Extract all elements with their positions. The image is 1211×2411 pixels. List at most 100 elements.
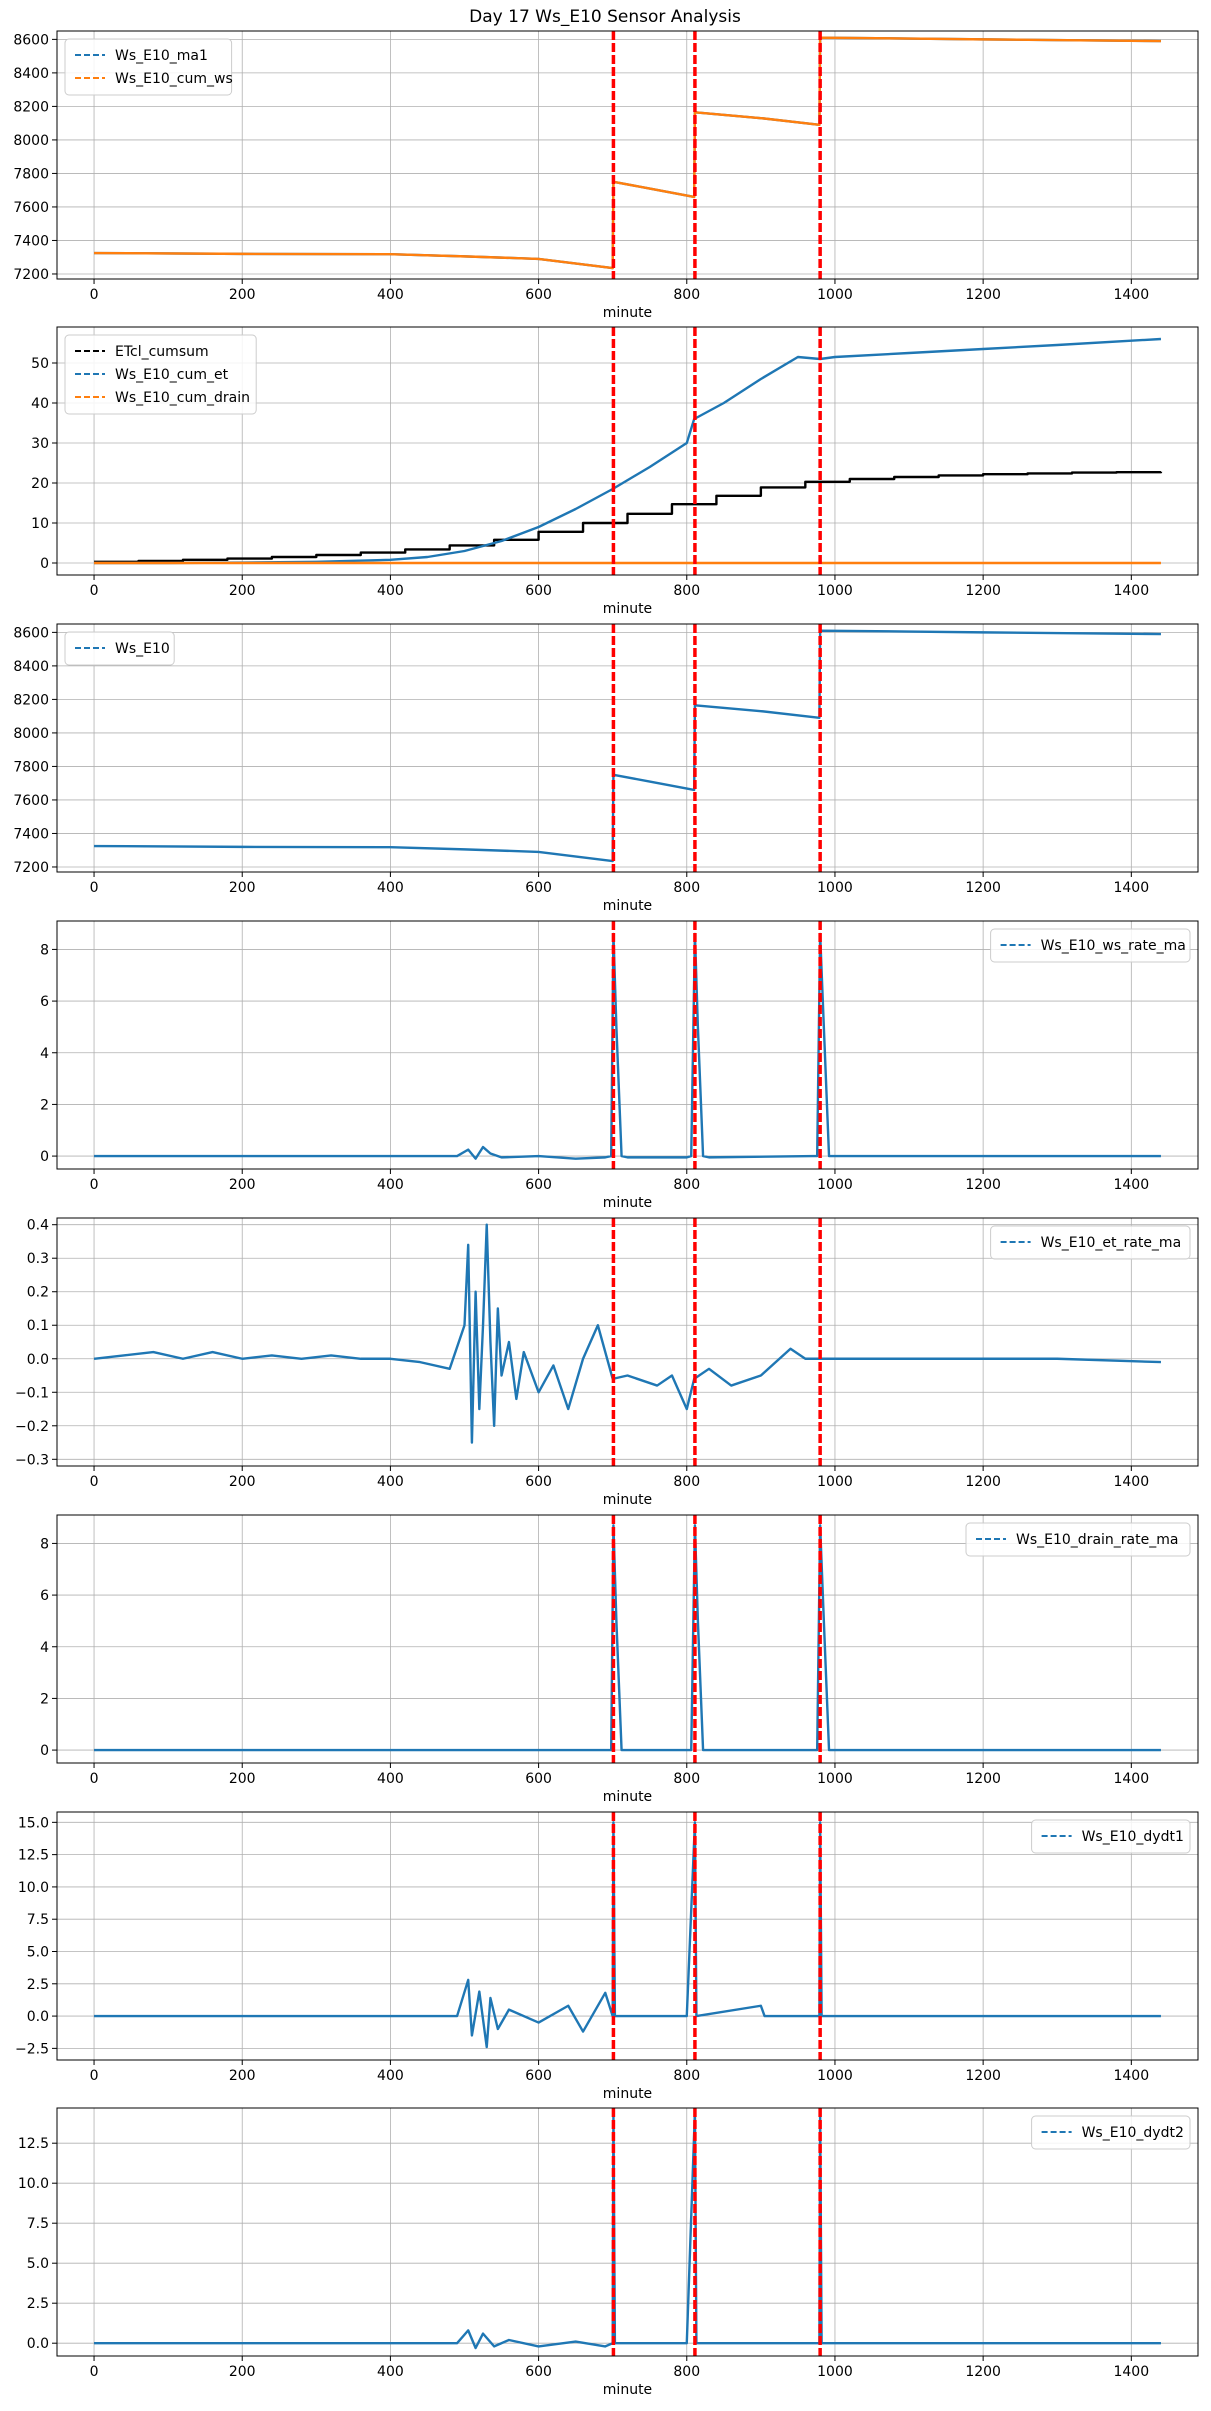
legend: Ws_E10_ma1 Ws_E10_cum_ws [64, 38, 233, 96]
x-tick-label: 600 [525, 880, 552, 896]
y-tick-label: 0.1 [27, 1318, 49, 1334]
subplot-1: 0 200 400 600 800 1000 1200 1400 7200 7400 7600 780… [13, 30, 1199, 321]
y-tick-label: 7.5 [27, 2216, 49, 2232]
y-tick-label: 8400 [13, 66, 49, 82]
x-tick-label: 1200 [965, 880, 1001, 896]
subplot-7: 0 200 400 600 800 1000 1200 1400 −2.5 0.0 2.5 5.0 7.… [15, 1811, 1199, 2102]
x-tick-label: 800 [673, 880, 700, 896]
x-tick-label: 200 [229, 880, 256, 896]
y-tick-label: 0.4 [27, 1218, 49, 1234]
y-tick-label: 8000 [13, 726, 49, 742]
x-axis-label: minute [603, 601, 652, 617]
y-tick-label: 0.0 [27, 1352, 49, 1368]
x-tick-label: 200 [229, 1474, 256, 1490]
x-axis-label: minute [603, 2382, 652, 2398]
y-tick-label: 7200 [13, 860, 49, 876]
series-Ws_E10_cum_et [94, 337, 1162, 565]
series-Ws_E10 [94, 629, 1161, 863]
x-tick-label: 800 [673, 583, 700, 599]
x-tick-label: 1000 [817, 287, 853, 303]
subplot-4: 0 200 400 600 800 1000 1200 1400 0 2 4 6 8 minute Ws_E… [40, 920, 1199, 1211]
x-tick-label: 400 [377, 1177, 404, 1193]
subplot-6: 0 200 400 600 800 1000 1200 1400 0 2 4 6 8 minute Ws_E… [40, 1514, 1199, 1805]
y-tick-label: 5.0 [27, 2256, 49, 2272]
x-axis-label: minute [603, 305, 652, 321]
x-tick-label: 800 [673, 287, 700, 303]
y-tick-label: 8 [40, 1536, 49, 1552]
x-tick-label: 600 [525, 2068, 552, 2084]
series-Ws_E10_cum_ws [94, 36, 1161, 270]
series-Ws_E10_dydt1 [94, 1821, 1161, 2049]
y-tick-label: 50 [31, 356, 49, 372]
y-tick-label: 2.5 [27, 2296, 49, 2312]
legend: Ws_E10_ws_rate_ma [990, 928, 1191, 963]
legend: Ws_E10_drain_rate_ma [965, 1522, 1191, 1557]
legend: ETcl_cumsum Ws_E10_cum_et Ws_E10_cum_drain [64, 334, 257, 415]
legend-box [64, 631, 175, 666]
x-axis-label: minute [603, 1492, 652, 1508]
legend: Ws_E10_dydt2 [1031, 2115, 1191, 2150]
x-tick-label: 200 [229, 2364, 256, 2380]
y-tick-label: 0.0 [27, 2009, 49, 2025]
y-tick-label: −0.3 [15, 1452, 49, 1468]
legend-entry: Ws_E10 [115, 641, 170, 657]
y-tick-label: 8400 [13, 659, 49, 675]
subplot-5: 0 200 400 600 800 1000 1200 1400 −0.3 −0.2 −0.1 0.0… [15, 1217, 1199, 1508]
x-tick-label: 1000 [817, 1474, 853, 1490]
y-tick-label: 7200 [13, 267, 49, 283]
x-tick-label: 200 [229, 287, 256, 303]
y-tick-label: 0.3 [27, 1251, 49, 1267]
grid [57, 31, 1198, 279]
x-tick-label: 400 [377, 287, 404, 303]
y-tick-label: 7.5 [27, 1912, 49, 1928]
x-tick-label: 1400 [1113, 583, 1149, 599]
y-tick-label: 7400 [13, 233, 49, 249]
legend-entry: Ws_E10_cum_ws [115, 71, 233, 87]
legend-entry: Ws_E10_cum_et [115, 367, 229, 383]
y-tick-label: 7600 [13, 200, 49, 216]
y-tick-label: 7800 [13, 759, 49, 775]
x-axis-label: minute [603, 1195, 652, 1211]
x-tick-label: 200 [229, 583, 256, 599]
y-tick-label: 8200 [13, 99, 49, 115]
y-tick-label: 7800 [13, 166, 49, 182]
legend-entry: Ws_E10_ma1 [115, 48, 208, 64]
series-ETcl_cumsum [94, 471, 1163, 563]
x-tick-label: 600 [525, 1177, 552, 1193]
x-tick-label: 1200 [965, 1177, 1001, 1193]
y-tick-label: 2 [40, 1691, 49, 1707]
x-axis-label: minute [603, 898, 652, 914]
plot-area [94, 921, 1161, 1169]
plot-area [94, 327, 1163, 575]
x-tick-label: 1200 [965, 287, 1001, 303]
x-tick-label: 1400 [1113, 287, 1149, 303]
y-tick-label: 12.5 [18, 1848, 49, 1864]
x-tick-label: 1400 [1113, 2068, 1149, 2084]
x-tick-label: 600 [525, 1474, 552, 1490]
series-Ws_E10_dydt2 [94, 2110, 1161, 2350]
x-axis-label: minute [603, 2086, 652, 2102]
x-tick-label: 0 [90, 1177, 99, 1193]
x-tick-label: 400 [377, 2068, 404, 2084]
x-tick-label: 200 [229, 1771, 256, 1787]
x-tick-label: 0 [90, 1474, 99, 1490]
x-tick-label: 0 [90, 2068, 99, 2084]
series-Ws_E10_ws_rate_ma [94, 932, 1161, 1160]
legend: Ws_E10 [64, 631, 175, 666]
x-tick-label: 600 [525, 2364, 552, 2380]
figure-title: Day 17 Ws_E10 Sensor Analysis [469, 7, 741, 27]
y-tick-label: −0.2 [15, 1419, 49, 1435]
x-tick-label: 1400 [1113, 1771, 1149, 1787]
y-tick-label: 10 [31, 516, 49, 532]
y-tick-label: 8600 [13, 32, 49, 48]
series-Ws_E10_ma1 [94, 36, 1161, 270]
legend-entry: Ws_E10_cum_drain [115, 390, 250, 406]
axes-frame [56, 1514, 1199, 1764]
x-tick-label: 400 [377, 583, 404, 599]
x-tick-label: 0 [90, 287, 99, 303]
y-tick-label: 6 [40, 994, 49, 1010]
x-tick-label: 800 [673, 2068, 700, 2084]
x-tick-label: 800 [673, 1474, 700, 1490]
x-tick-label: 1000 [817, 880, 853, 896]
